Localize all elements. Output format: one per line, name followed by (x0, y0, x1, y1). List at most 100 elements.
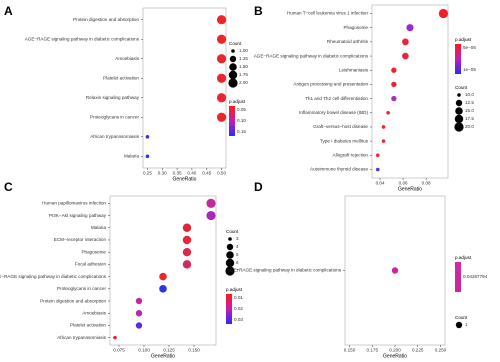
dot (216, 93, 227, 103)
dot (145, 134, 150, 139)
size-legend-title: Count (455, 85, 468, 90)
size-legend-dot (226, 243, 234, 251)
colorbar-label: 0.05 (237, 107, 246, 112)
colorbar (455, 262, 461, 292)
y-tick-label: AGE−RAGE signaling pathway in diabetic c… (254, 53, 369, 58)
y-tick-label: Focal adhesion (75, 262, 107, 267)
y-tick-label: Platelet activation (103, 75, 139, 80)
dot (113, 335, 117, 340)
size-legend-label: 1.00 (239, 48, 248, 53)
x-tick-label: 0.45 (202, 171, 211, 176)
dot (381, 125, 386, 129)
size-legend-dot (228, 237, 232, 241)
size-legend-dot (231, 49, 235, 53)
dot (391, 81, 397, 88)
plot-frame (109, 195, 217, 346)
y-tick-label: African trypanosomiasis (90, 134, 139, 139)
size-legend-label: 4 (236, 244, 239, 249)
size-legend-label: 1.75 (239, 72, 248, 77)
colorbar-label: 0.02 (234, 306, 243, 311)
y-tick-label: Phagosome (81, 249, 106, 254)
dot (216, 34, 227, 44)
x-axis-title: GeneRatio (151, 353, 175, 359)
dot (375, 153, 380, 158)
dot (135, 297, 143, 305)
y-tick-label: Type I diabetes mellitus (320, 138, 369, 143)
x-tick-label: 0.35 (173, 171, 182, 176)
dot (381, 139, 386, 143)
x-tick-label: 0.075 (113, 348, 125, 353)
colorbar (455, 44, 461, 74)
size-legend-dot (225, 258, 235, 268)
y-tick-label: Human T−cell leukemia virus 1 infection (287, 11, 369, 16)
x-tick-label: 0.30 (158, 171, 167, 176)
size-legend-dot (455, 107, 463, 115)
size-legend-label: 1.25 (239, 56, 248, 61)
dot (182, 260, 192, 269)
y-tick-label: Protein digestion and absorption (40, 298, 106, 303)
y-tick-label: Platelet activation (70, 323, 106, 328)
size-legend-dot (226, 251, 234, 259)
size-legend-dot (454, 122, 464, 132)
y-tick-label: Protein digestion and absorption (73, 17, 139, 22)
size-legend-label: 2.00 (239, 80, 248, 85)
colorbar (229, 106, 235, 136)
size-legend-dot (455, 99, 463, 107)
x-tick-label: 0.175 (367, 348, 379, 353)
size-legend-label: 20.0 (465, 124, 474, 129)
x-tick-label: 0.150 (344, 348, 356, 353)
panel-label: C (4, 180, 13, 194)
y-tick-label: Relaxin signaling pathway (86, 95, 140, 100)
dot (216, 112, 227, 122)
dot (135, 322, 143, 329)
size-legend-dot (229, 55, 237, 63)
x-axis-title: GeneRatio (173, 176, 197, 182)
color-legend-title: p.adjust (229, 99, 246, 104)
x-axis-title: GeneRatio (383, 353, 407, 359)
dot (391, 267, 399, 274)
dot (402, 38, 409, 46)
y-tick-label: PI3K−Akt signaling pathway (49, 213, 107, 218)
y-tick-label: Inflammatory bowel disease (IBD) (299, 110, 368, 115)
size-legend-label: 6 (236, 260, 239, 265)
x-tick-label: 0.150 (188, 348, 200, 353)
y-tick-label: Leishmaniasis (339, 67, 369, 72)
x-tick-label: 0.25 (143, 171, 152, 176)
x-tick-label: 0.06 (399, 181, 408, 186)
size-legend-label: 17.5 (465, 116, 474, 121)
y-tick-label: Amoebiasis (82, 310, 106, 315)
dot (386, 110, 390, 115)
dot (216, 73, 227, 83)
dot (438, 8, 448, 19)
dot (216, 54, 227, 64)
size-legend-title: Count (226, 229, 239, 234)
size-legend-dot (455, 321, 463, 329)
x-tick-label: 0.08 (422, 181, 431, 186)
y-tick-label: AGE−RAGE signaling pathway in diabetic c… (0, 274, 107, 279)
dot (375, 167, 380, 172)
size-legend-dot (229, 63, 237, 71)
panel-label: D (254, 180, 263, 194)
size-legend-label: 15.0 (465, 108, 474, 113)
colorbar-label: 0.03 (234, 317, 243, 322)
dot (159, 285, 167, 293)
plot-frame (371, 4, 449, 179)
size-legend-title: Count (455, 315, 468, 320)
y-tick-label: Graft−versus−host disease (313, 124, 368, 129)
y-tick-label: AGE−RAGE signaling pathway in diabetic c… (25, 36, 140, 41)
dot (406, 24, 414, 32)
colorbar-label: 5e−06 (463, 45, 476, 50)
x-tick-label: 0.125 (163, 348, 175, 353)
dot (391, 95, 397, 102)
y-tick-label: Malaria (91, 225, 107, 230)
dot (216, 15, 227, 25)
y-tick-label: Allograft rejection (333, 153, 369, 158)
size-legend-dot (228, 70, 238, 80)
colorbar-label: 0.10 (237, 118, 246, 123)
x-tick-label: 0.04 (376, 181, 385, 186)
x-tick-label: 0.50 (217, 171, 226, 176)
color-legend-title: p.adjust (455, 255, 472, 260)
colorbar (226, 294, 232, 324)
size-legend-label: 7 (236, 268, 239, 273)
